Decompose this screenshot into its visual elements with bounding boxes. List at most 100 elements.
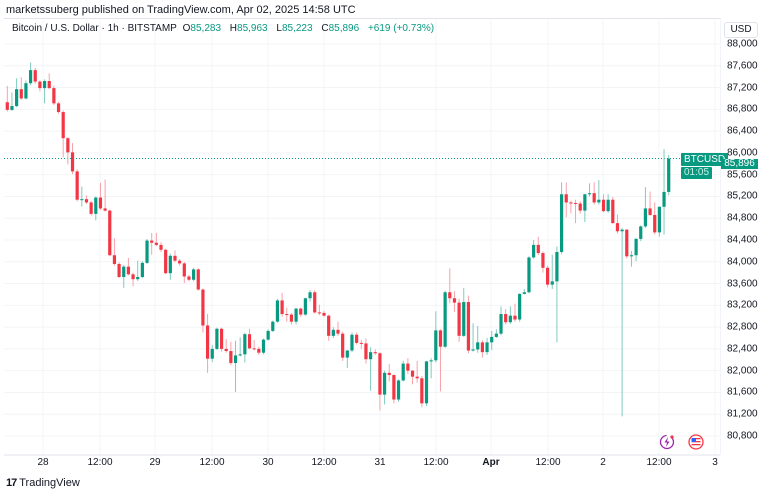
candle-body (504, 314, 508, 323)
candle-body (392, 375, 396, 400)
candle-body (471, 349, 475, 351)
candle-body (355, 334, 359, 343)
low-label: L (276, 23, 282, 34)
time-tick-label: 12:00 (423, 457, 449, 468)
close-label: C (321, 23, 329, 34)
symbol-price-tag: BTCUSD (681, 153, 729, 166)
candle-body (448, 292, 452, 299)
open-value: 85,283 (190, 23, 222, 34)
price-tick-label: 84,800 (727, 212, 758, 224)
candle-body (429, 360, 433, 362)
high-label: H (229, 23, 238, 34)
candle-body (615, 223, 620, 232)
candle-body (187, 276, 191, 280)
candle-body (667, 158, 671, 192)
time-tick-label: 12:00 (311, 457, 337, 468)
candle-body (261, 339, 266, 353)
price-tick-label: 86,000 (727, 147, 758, 159)
candle-body (438, 330, 443, 347)
candle-body (545, 267, 550, 285)
candle-body (643, 208, 648, 227)
tradingview-logo[interactable]: 17 TradingView (6, 477, 80, 489)
candle-body (164, 249, 168, 274)
brand-name: TradingView (19, 477, 80, 489)
currency-button[interactable]: USD (724, 22, 758, 38)
candle-body (406, 363, 410, 371)
candle-body (639, 226, 643, 239)
candle-body (573, 202, 578, 204)
candle-body (625, 229, 629, 257)
candle-body (131, 274, 135, 280)
candle-body (657, 206, 661, 233)
candle-body (322, 312, 326, 316)
candle-body (597, 199, 601, 203)
candle-body (420, 378, 424, 404)
close-value: 85,896 (328, 23, 360, 34)
candle-body (522, 292, 526, 294)
price-tick-label: 84,000 (727, 256, 758, 268)
candle-body (583, 194, 587, 211)
candle-body (117, 263, 121, 278)
candle-body (201, 289, 205, 326)
candle-body (275, 300, 280, 322)
time-tick-label: 12:00 (535, 457, 561, 468)
candle-body (5, 102, 9, 110)
candle-body (536, 244, 540, 254)
publisher-line: marketssuberg published on TradingView.c… (6, 4, 356, 16)
candle-body (136, 277, 140, 280)
candle-body (308, 292, 312, 299)
candle-body (289, 314, 294, 322)
candle-body (24, 83, 28, 99)
candle-body (396, 380, 401, 400)
candle-body (494, 333, 498, 337)
candle-body (555, 251, 559, 282)
lightning-event-icon[interactable] (659, 434, 675, 450)
candle-body (192, 269, 196, 280)
price-tick-label: 85,600 (727, 169, 758, 181)
candle-body (592, 193, 596, 203)
candle-body (611, 199, 615, 224)
candle-body (578, 203, 582, 211)
candle-body (443, 292, 447, 347)
candle-body (485, 342, 489, 353)
price-tick-label: 82,800 (727, 321, 758, 333)
candle-body (182, 263, 186, 277)
candle-body (215, 328, 219, 349)
candle-body (154, 242, 158, 245)
time-tick-label: 12:00 (199, 457, 225, 468)
time-tick-label: 2 (600, 457, 606, 468)
price-tick-label: 82,400 (727, 343, 758, 355)
us-flag-icon[interactable] (688, 434, 704, 450)
price-tick-label: 83,600 (727, 278, 758, 290)
candle-body (476, 342, 480, 350)
candle-body (84, 199, 89, 203)
candle-body (145, 240, 149, 263)
candle-body (140, 262, 144, 278)
candle-body (303, 298, 307, 315)
candle-body (490, 336, 494, 343)
candle-body (224, 348, 228, 352)
candle-body (103, 208, 107, 211)
candle-body (373, 352, 377, 354)
candle-body (210, 348, 214, 359)
candle-body (317, 312, 321, 314)
time-tick-label: 31 (374, 457, 386, 468)
price-tick-label: 87,600 (727, 60, 758, 72)
candle-body (466, 302, 471, 351)
candle-body (424, 361, 429, 404)
candle-body (61, 112, 65, 139)
candle-body (662, 191, 666, 207)
price-axis[interactable] (720, 18, 768, 455)
candle-body (238, 354, 242, 356)
candle-body (569, 202, 573, 204)
price-tick-label: 85,200 (727, 190, 758, 202)
time-tick-label: 12:00 (87, 457, 113, 468)
price-tick-label: 86,800 (727, 103, 758, 115)
price-tick-label: 83,200 (727, 299, 758, 311)
candle-body (266, 330, 270, 340)
candle-body (462, 302, 466, 336)
time-tick-label: 12:00 (646, 457, 672, 468)
price-tick-label: 84,400 (727, 234, 758, 246)
candle-body (126, 266, 131, 275)
